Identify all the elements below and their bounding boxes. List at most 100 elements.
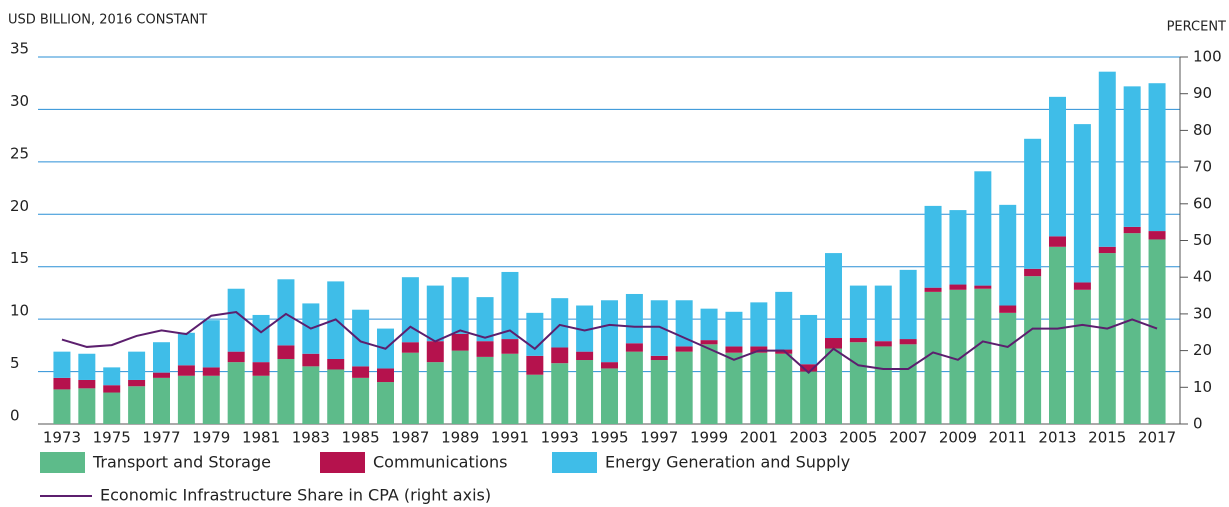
bar-segment [78,353,96,380]
bar-segment [177,332,195,366]
bar-segment [426,285,444,342]
y-tick-label: 0 [10,407,20,425]
bar-segment [1123,226,1141,234]
x-tick-label: 1985 [342,429,380,447]
bar-segment [601,368,618,424]
y2-tick-label: 0 [1193,415,1203,433]
bar-segment [1073,124,1091,283]
bar-segment [1049,96,1066,237]
bar-segment [277,279,295,346]
bar-segment [1049,236,1066,247]
bar-segment [924,291,942,424]
bar-segment [1148,231,1166,240]
bar-segment [700,308,718,341]
bar-segment [128,351,146,380]
x-tick-label: 1977 [142,429,180,447]
bar-segment [103,385,121,393]
bar-segment [700,340,718,345]
bar-segment [103,367,121,386]
bar-segment [825,338,842,349]
bar-segment [327,358,345,370]
bar-segment [501,271,519,340]
bar-segment [501,353,519,424]
bar-segment [974,285,992,289]
y2-tick-label: 80 [1193,121,1212,139]
bar-segment [899,344,917,424]
bar-segment [1123,233,1141,424]
bar-segment [501,339,519,354]
bar-segment [202,320,220,368]
x-tick-label: 2011 [989,429,1027,447]
bar-segment [128,379,146,387]
bar-segment [451,333,469,351]
bar-segment [227,288,245,352]
x-tick-label: 1989 [441,429,479,447]
y-tick-label: 5 [10,354,20,372]
bar-segment [949,210,967,285]
bar-segment [576,351,594,361]
bar-segment [1123,86,1141,227]
bar-segment [177,365,195,376]
legend-swatch [320,452,365,473]
x-tick-label: 2015 [1088,429,1126,447]
bar-segment [924,205,942,288]
bar-segment [526,374,544,424]
bar-segment [78,388,96,424]
bar-segment [949,284,967,290]
bar-segment [750,352,768,424]
bar-segment [800,371,818,424]
y2-axis-label: PERCENT [1167,20,1226,35]
bar-segment [1073,282,1091,290]
bar-segment [849,342,867,424]
x-tick-label: 2003 [790,429,828,447]
bar-segment [53,351,71,378]
bar-segment [53,377,71,390]
bar-segment [277,345,295,359]
x-tick-label: 1979 [192,429,230,447]
x-tick-label: 2001 [740,429,778,447]
bar-segment [451,350,469,424]
x-tick-label: 1993 [541,429,579,447]
y2-tick-label: 30 [1193,304,1212,322]
bar-segment [327,369,345,424]
bar-segment [202,367,220,376]
bar-segment [1098,71,1116,247]
bar-segment [874,346,892,424]
bar-segment [650,300,668,356]
bar-segment [625,343,643,352]
bar-segment [750,346,768,353]
bar-segment [476,356,494,424]
bar-segment [177,375,195,424]
bar-segment [551,298,569,348]
bar-segment [451,277,469,334]
y2-tick-label: 60 [1193,194,1212,212]
bar-segment [775,291,793,350]
bar-segment [551,347,569,364]
bar-segment [974,171,992,286]
x-tick-label: 1997 [640,429,678,447]
x-tick-label: 1983 [292,429,330,447]
bar-segment [625,351,643,424]
bar-segment [551,363,569,424]
bar-segment [825,253,842,339]
bar-segment [899,269,917,340]
bar-segment [401,342,419,353]
legend-label: Communications [373,453,507,472]
x-tick-label: 1999 [690,429,728,447]
y-tick-label: 30 [10,92,29,110]
bar-segment [252,375,270,424]
y2-tick-label: 50 [1193,231,1212,249]
bar-segment [576,305,594,352]
bar-segment [725,352,743,424]
x-tick-label: 1987 [391,429,429,447]
y2-tick-label: 90 [1193,84,1212,102]
x-tick-label: 2007 [889,429,927,447]
bar-segment [1148,83,1166,232]
bar-segment [601,300,618,363]
x-tick-label: 1991 [491,429,529,447]
bar-segment [252,362,270,376]
bar-segment [377,382,394,424]
legend-swatch [552,452,597,473]
bar-segment [153,377,170,424]
